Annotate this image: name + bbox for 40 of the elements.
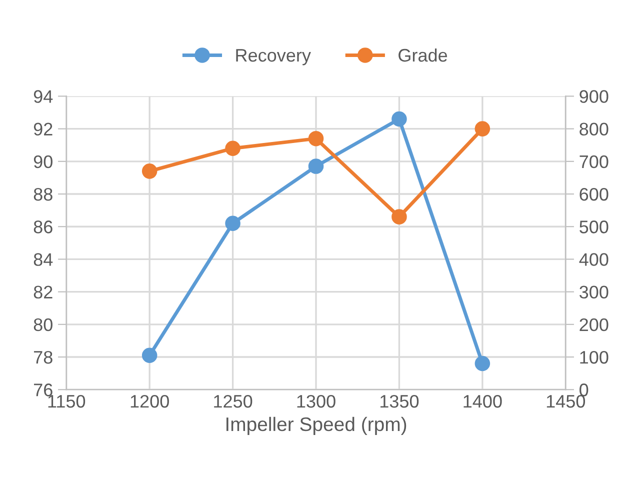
x-tick-label: 1450	[546, 394, 586, 408]
point	[308, 158, 324, 174]
x-axis-title: Impeller Speed (rpm)	[226, 416, 406, 435]
y-tick-label: 82	[34, 286, 52, 299]
y-tick-label: 78	[34, 350, 52, 364]
y2-tick-label: 700	[580, 155, 608, 168]
y-tick-label: 94	[34, 90, 53, 103]
y2-tick-label: 0	[580, 384, 588, 396]
y-tick-label: 90	[34, 155, 52, 168]
y2-tick-label: 300	[580, 286, 608, 299]
y2-tick-label: 400	[579, 253, 608, 266]
y-tick-label: 76	[34, 384, 52, 396]
x-tick-label: 1250	[214, 394, 252, 408]
point	[225, 140, 240, 156]
point	[474, 356, 490, 372]
y-tick-label: 86	[34, 220, 52, 234]
y2-tick-label: 900	[580, 90, 608, 103]
x-tick-label: 1400	[464, 394, 502, 408]
x-tick-label: 1200	[130, 394, 169, 408]
legend-label: Grade	[398, 48, 448, 62]
legend-label: Recovery	[236, 49, 311, 66]
point	[474, 121, 490, 136]
point	[142, 348, 158, 364]
point	[308, 130, 324, 146]
y-tick-label: 88	[34, 188, 52, 201]
y2-tick-label: 600	[580, 188, 608, 201]
x-tick-label: 1150	[48, 394, 86, 408]
x-tick-label: 1350	[380, 394, 419, 408]
point	[392, 209, 407, 224]
x-tick-label: 1300	[297, 394, 336, 408]
y2-tick-label: 100	[580, 350, 608, 364]
y-tick-label: 80	[34, 318, 52, 332]
point	[142, 164, 158, 179]
y2-tick-label: 800	[580, 122, 608, 136]
y2-tick-label: 500	[580, 220, 608, 234]
y-tick-label: 92	[34, 122, 52, 136]
point	[225, 216, 240, 231]
point	[392, 111, 407, 127]
y2-tick-label: 200	[580, 318, 608, 332]
y-tick-label: 84	[34, 253, 53, 266]
